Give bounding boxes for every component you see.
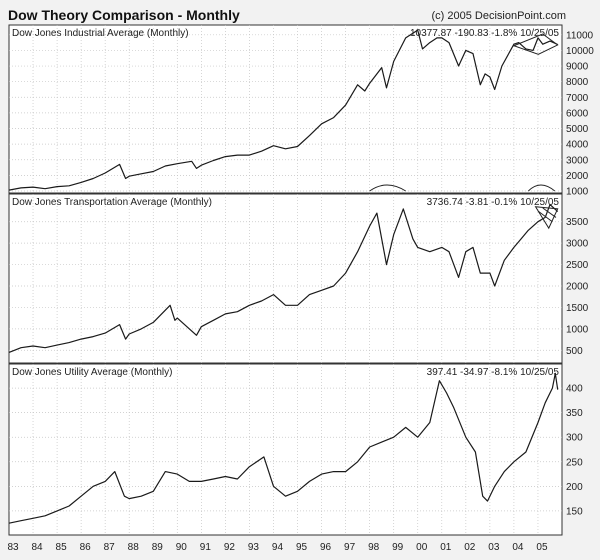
industrial-readout: 10377.87 -190.83 -1.8% 10/25/05 [410,28,559,39]
transportation-ytick-label: 3000 [566,239,589,250]
industrial-ytick-label: 7000 [566,93,589,104]
x-tick-label: 83 [7,542,19,553]
x-tick-label: 99 [392,542,404,553]
industrial-ytick-label: 4000 [566,140,589,151]
transportation-triangle-annotation [534,206,559,230]
utility-panel [8,363,563,536]
transportation-hatch-2 [542,207,557,218]
x-tick-label: 86 [80,542,92,553]
industrial-ytick-label: 5000 [566,124,589,135]
x-tick-label: 92 [224,542,236,553]
x-tick-label: 02 [464,542,476,553]
transportation-panel-title: Dow Jones Transportation Average (Monthl… [12,197,212,208]
x-tick-label: 97 [344,542,356,553]
industrial-wedge-annotation [512,33,559,55]
transportation-ytick-label: 2000 [566,282,589,293]
x-tick-label: 95 [296,542,308,553]
x-tick-label: 96 [320,542,332,553]
industrial-ytick-label: 11000 [566,30,594,41]
transportation-ytick-label: 2500 [566,260,589,271]
industrial-ytick-label: 3000 [566,155,589,166]
x-tick-label: 04 [512,542,524,553]
industrial-ytick-label: 10000 [566,46,594,57]
transportation-ytick-label: 1000 [566,324,589,335]
industrial-ytick-label: 6000 [566,108,589,119]
industrial-ytick-label: 1000 [566,187,589,198]
industrial-ytick-label: 8000 [566,77,589,88]
x-tick-label: 93 [248,542,260,553]
x-tick-label: 87 [104,542,116,553]
x-tick-label: 91 [200,542,212,553]
transportation-ytick-label: 500 [566,346,583,357]
x-tick-label: 85 [56,542,68,553]
x-tick-label: 94 [272,542,284,553]
industrial-arc-annotation-1 [369,184,406,192]
utility-ytick-label: 200 [566,482,583,493]
x-tick-label: 05 [536,542,548,553]
transportation-ytick-label: 3500 [566,217,589,228]
x-tick-label: 88 [128,542,140,553]
page-title: Dow Theory Comparison - Monthly [8,7,240,23]
x-tick-label: 03 [488,542,500,553]
x-tick-label: 00 [416,542,428,553]
utility-ytick-label: 300 [566,433,583,444]
copyright-text: (c) 2005 DecisionPoint.com [431,10,566,22]
transportation-panel [8,193,563,364]
industrial-ytick-label: 9000 [566,62,589,73]
transportation-readout: 3736.74 -3.81 -0.1% 10/25/05 [427,197,560,208]
utility-ytick-label: 400 [566,384,583,395]
industrial-panel-title: Dow Jones Industrial Average (Monthly) [12,28,189,39]
utility-ytick-label: 150 [566,506,583,517]
x-tick-label: 84 [31,542,43,553]
industrial-panel [8,24,563,194]
transportation-hatch-1 [537,210,553,223]
utility-readout: 397.41 -34.97 -8.1% 10/25/05 [427,367,560,378]
x-tick-label: 90 [176,542,188,553]
utility-panel-title: Dow Jones Utility Average (Monthly) [12,367,172,378]
x-tick-label: 89 [152,542,164,553]
utility-ytick-label: 350 [566,408,583,419]
industrial-ytick-label: 2000 [566,171,589,182]
industrial-price-line [8,29,558,191]
x-tick-label: 98 [368,542,380,553]
industrial-arc-annotation-2 [527,184,556,192]
utility-price-line [8,372,559,524]
transportation-price-line [8,204,559,353]
utility-ytick-label: 250 [566,457,583,468]
transportation-ytick-label: 1500 [566,303,589,314]
x-tick-label: 01 [440,542,452,553]
